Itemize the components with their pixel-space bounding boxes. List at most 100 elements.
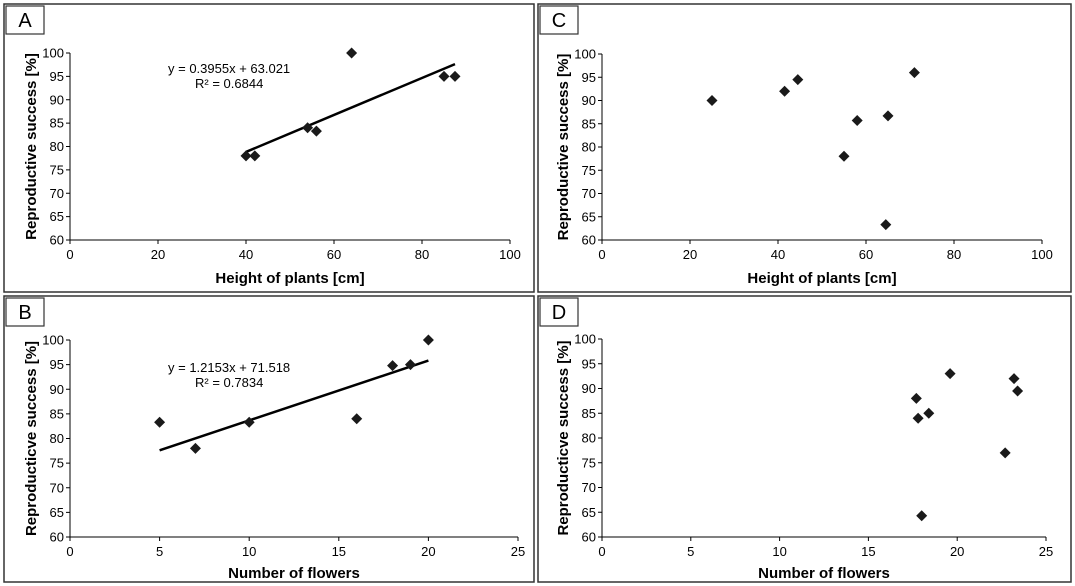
data-point: [882, 110, 894, 122]
data-point: [404, 359, 416, 371]
x-tick-label: 5: [156, 544, 163, 559]
panel-letter-box: [5, 297, 45, 327]
y-tick-label: 65: [50, 505, 64, 520]
y-tick-label: 90: [50, 92, 64, 107]
y-tick-label: 70: [582, 480, 596, 495]
y-tick-label: 80: [50, 139, 64, 154]
data-point: [838, 150, 850, 162]
x-tick-label: 20: [683, 247, 697, 262]
panel-letter-box: [539, 5, 579, 35]
data-point: [880, 219, 892, 231]
x-axis-title: Height of plants [cm]: [215, 270, 364, 287]
panel-frame: [537, 3, 1072, 293]
data-point: [851, 114, 863, 126]
data-point: [243, 416, 255, 428]
data-point: [923, 407, 935, 419]
data-point: [1008, 373, 1020, 385]
y-tick-label: 60: [582, 530, 596, 545]
data-point: [302, 122, 314, 134]
panel-letter-box: [5, 5, 45, 35]
y-tick-label: 60: [50, 530, 64, 545]
x-tick-label: 25: [511, 544, 525, 559]
y-tick-label: 80: [50, 431, 64, 446]
y-tick-label: 85: [582, 116, 596, 131]
y-tick-label: 90: [582, 93, 596, 108]
y-tick-label: 75: [50, 456, 64, 471]
y-tick-label: 95: [582, 356, 596, 371]
x-tick-label: 20: [151, 247, 165, 262]
panel-frame: [537, 295, 1072, 583]
data-point: [154, 416, 166, 428]
x-tick-label: 15: [332, 544, 346, 559]
data-point: [449, 70, 461, 82]
data-point: [912, 412, 924, 424]
panel-frame: [3, 3, 535, 293]
panel-b: B 60 65 70 75 80 85 90 95 100 0 5 10 15 20 25 Number of …: [3, 295, 535, 583]
y-tick-label: 95: [50, 357, 64, 372]
x-tick-label: 25: [1039, 544, 1053, 559]
data-point: [916, 510, 928, 522]
x-axis-title: Height of plants [cm]: [747, 270, 896, 287]
x-axis-title: Number of flowers: [758, 565, 890, 582]
panel-c: C 60 65 70 75 80 85 90 95 100 0 20 40 60 80 100 Height o…: [537, 3, 1072, 293]
trend-line: [245, 62, 456, 154]
y-tick-label: 60: [50, 233, 64, 248]
y-tick-label: 100: [42, 333, 64, 348]
y-tick-label: 95: [582, 70, 596, 85]
x-tick-label: 60: [327, 247, 341, 262]
panel-letter: D: [552, 302, 566, 324]
data-point: [910, 392, 922, 404]
y-tick-label: 60: [582, 233, 596, 248]
x-tick-label: 100: [499, 247, 521, 262]
x-tick-label: 15: [861, 544, 875, 559]
data-point: [999, 447, 1011, 459]
data-point: [792, 74, 804, 86]
data-point: [351, 413, 363, 425]
panel-d: D 60 65 70 75 80 85 90 95 100 0 5 10 15 20 25 Number of …: [537, 295, 1072, 583]
x-tick-label: 0: [598, 544, 605, 559]
y-axis-title: Reproducticve success [%]: [23, 341, 40, 536]
y-tick-label: 65: [50, 209, 64, 224]
data-point: [908, 67, 920, 79]
x-tick-label: 0: [598, 247, 605, 262]
y-tick-label: 70: [50, 186, 64, 201]
panel-frame: [3, 295, 535, 583]
y-tick-label: 100: [574, 332, 596, 347]
data-point: [779, 85, 791, 97]
y-tick-label: 70: [582, 186, 596, 201]
data-point: [1012, 385, 1024, 397]
data-point: [249, 150, 261, 162]
x-tick-label: 40: [771, 247, 785, 262]
y-tick-label: 90: [50, 382, 64, 397]
y-tick-label: 75: [582, 455, 596, 470]
y-axis-title: Reproductive success [%]: [23, 53, 40, 240]
y-tick-label: 75: [50, 162, 64, 177]
x-tick-label: 0: [66, 544, 73, 559]
data-point: [438, 70, 450, 82]
x-tick-label: 60: [859, 247, 873, 262]
data-point: [189, 442, 201, 454]
y-tick-label: 65: [582, 209, 596, 224]
x-tick-label: 80: [415, 247, 429, 262]
data-point: [346, 47, 358, 59]
panel-letter: C: [552, 10, 566, 32]
x-tick-label: 10: [772, 544, 786, 559]
panel-letter: A: [18, 10, 32, 32]
x-tick-label: 20: [950, 544, 964, 559]
panel-a: A 60 65 70 75 80 85 90 95 100 0 20 40 60 80 100 Height o…: [3, 3, 535, 293]
x-tick-label: 40: [239, 247, 253, 262]
data-point: [310, 125, 322, 137]
y-tick-label: 100: [42, 46, 64, 61]
y-tick-label: 70: [50, 480, 64, 495]
x-axis-title: Number of flowers: [228, 565, 360, 582]
y-tick-label: 85: [50, 406, 64, 421]
y-tick-label: 75: [582, 163, 596, 178]
y-tick-label: 85: [50, 116, 64, 131]
trend-r-squared: R² = 0.7834: [195, 375, 263, 390]
data-point: [387, 360, 399, 372]
y-axis-title: Reproductive success [%]: [555, 54, 572, 241]
x-tick-label: 80: [947, 247, 961, 262]
x-tick-label: 5: [687, 544, 694, 559]
